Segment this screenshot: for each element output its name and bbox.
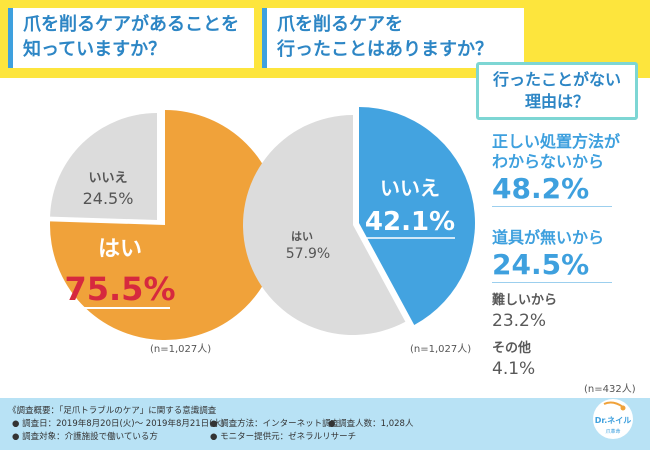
reason-question-line-1: 行ったことがない xyxy=(492,70,621,89)
reason-item-1: 正しい処置方法が わからないから 48.2% xyxy=(492,132,642,207)
reason-question-line-2: 理由は？ xyxy=(524,92,589,111)
logo-sub-text: 爪革命 xyxy=(605,428,620,435)
footer-survey-target: ● 調査対象：介護施設で働いている方 xyxy=(12,432,158,442)
chart-1-sample-note: (n=1,027人) xyxy=(150,344,212,355)
reason-question-box: 行ったことがない 理由は？ xyxy=(476,62,638,120)
reason-item-4: その他 4.1% xyxy=(492,340,642,380)
logo-text: Dr.ネイル xyxy=(595,415,631,425)
question-2-line-2: 行ったことはありますか？ xyxy=(277,39,493,60)
footer-survey-provider: ● モニター提供元：ゼネラルリサーチ xyxy=(210,432,357,442)
reason-4-label: その他 xyxy=(492,341,532,356)
reason-2-label: 道具が無いから xyxy=(492,228,605,247)
pie-1-value-no: 24.5% xyxy=(83,189,134,208)
pie-2-value-no: 42.1% xyxy=(365,207,455,237)
pie-1-slice-no xyxy=(50,113,158,220)
footer-survey-count: ● 調査人数：1,028人 xyxy=(328,419,414,429)
question-1-line-2: 知っていますか？ xyxy=(23,39,167,60)
reason-1-value: 48.2% xyxy=(492,172,612,207)
pie-1-slice-yes xyxy=(49,110,280,340)
reason-1-label-line-1: 正しい処置方法が xyxy=(492,132,621,151)
pie-2-value-yes: 57.9% xyxy=(286,246,330,262)
question-1-line-1: 爪を削るケアがあることを xyxy=(23,14,239,35)
footer-survey-date: ● 調査日：2019年8月20日(火)～ 2019年8月21日(水) xyxy=(12,419,225,429)
question-2-box: 爪を削るケアを 行ったことはありますか？ xyxy=(262,8,524,68)
reason-1-label-line-2: わからないから xyxy=(492,152,605,171)
reason-3-label: 難しいから xyxy=(492,293,558,308)
footer-survey-title: 《調査概要：「足爪トラブルのケア」に関する意識調査 xyxy=(8,406,217,416)
chart-2-sample-note: (n=1,027人) xyxy=(410,344,472,355)
reason-2-value: 24.5% xyxy=(492,248,612,283)
pie-2-slice-no xyxy=(359,107,476,326)
reason-4-value: 4.1% xyxy=(492,359,536,379)
question-1-box: 爪を削るケアがあることを 知っていますか？ xyxy=(8,8,254,68)
pie-2-label-yes: はい xyxy=(291,230,313,243)
question-2-line-1: 爪を削るケアを xyxy=(277,14,403,35)
reason-3-value: 23.2% xyxy=(492,311,547,331)
reason-item-2: 道具が無いから 24.5% xyxy=(492,228,642,283)
dr-nail-logo: Dr.ネイル 爪革命 xyxy=(593,399,633,439)
pie-1-label-no: いいえ xyxy=(88,171,127,186)
pie-2-label-no: いいえ xyxy=(380,176,440,200)
pie-1-label-yes: はい xyxy=(98,237,142,262)
pie-2-slice-yes xyxy=(242,115,406,335)
pie-1-value-yes: 75.5% xyxy=(64,270,175,308)
footer-survey-method: ● 調査方法：インターネット調査 xyxy=(210,419,340,429)
footer-band: 《調査概要：「足爪トラブルのケア」に関する意識調査 ● 調査日：2019年8月2… xyxy=(0,398,650,450)
pie-charts: いいえ 24.5% はい 75.5% いいえ 42.1% はい 57.9% xyxy=(49,107,476,340)
reason-item-3: 難しいから 23.2% xyxy=(492,292,642,332)
reasons-sample-note: (n=432人) xyxy=(584,384,636,395)
